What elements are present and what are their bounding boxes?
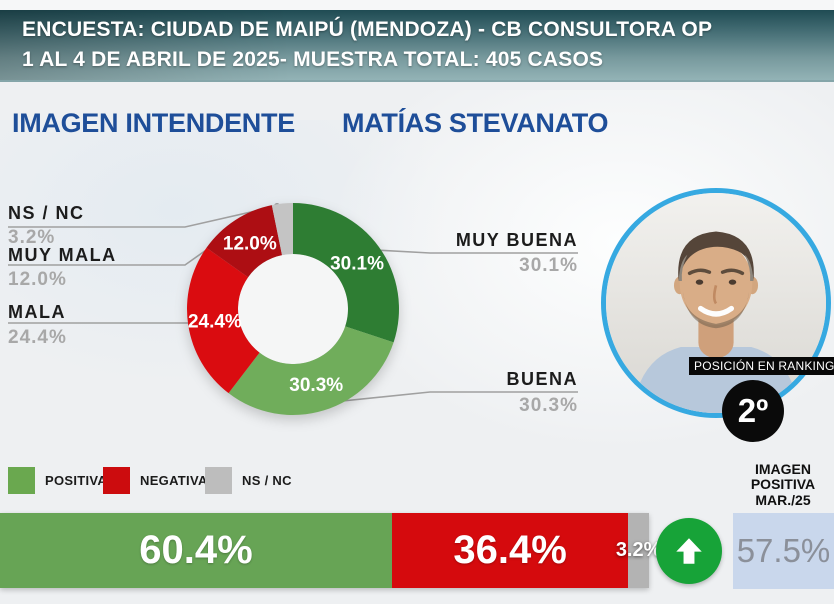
donut-slice-ns-nc (271, 203, 293, 256)
legend-label-ns-nc: NS / NC (242, 473, 292, 488)
stacked-bar-chart: 60.4% 36.4% 3.2% (0, 513, 661, 588)
ranking-band: POSICIÓN EN RANKING (689, 357, 834, 375)
donut-slice-label: 24.4% (188, 312, 242, 333)
reference-caption-line: POSITIVA (750, 476, 816, 493)
bar-segment-ns-nc: 3.2% (616, 513, 661, 588)
donut-chart: 30.1% 30.3% 24.4% 12.0% (187, 203, 399, 415)
bar-segment-label: 36.4% (453, 528, 567, 572)
donut-slice-mala (187, 247, 260, 394)
bar-segment-negativa: 36.4% (391, 513, 629, 588)
callout-mala-label: MALA (8, 302, 66, 322)
top-strip (0, 0, 834, 10)
up-arrow-glyph (676, 538, 702, 564)
reference-caption-line: IMAGEN (755, 461, 811, 477)
callout-muy-buena-label: MUY BUENA (455, 230, 578, 250)
header-line-1: ENCUESTA: CIUDAD DE MAIPÚ (MENDOZA) - CB… (22, 18, 713, 41)
callout-buena-value: 30.3% (519, 395, 578, 416)
legend-swatch-positiva (8, 467, 35, 494)
donut-slice-label: 30.3% (289, 375, 343, 396)
callout-ns-nc-label: NS / NC (8, 203, 85, 223)
reference-value-box: 57.5% (733, 513, 834, 589)
portrait-avatar (606, 193, 826, 413)
bar-segment-positiva: 60.4% (0, 513, 392, 588)
reference-caption: IMAGEN POSITIVA MAR./25 (731, 461, 834, 508)
legend-label-negativa: NEGATIVA (140, 473, 208, 488)
legend-swatch-negativa (103, 467, 130, 494)
legend-swatch-ns-nc (205, 467, 232, 494)
subject-name: MATÍAS STEVANATO (342, 108, 609, 138)
trend-up-icon (656, 518, 722, 584)
donut-slice-muy-buena (293, 203, 399, 343)
callout-muy-mala-label: MUY MALA (8, 245, 117, 265)
callout-buena-label: BUENA (506, 369, 578, 389)
donut-slice-label: 12.0% (223, 233, 277, 254)
header-line-2: 1 AL 4 DE ABRIL DE 2025- MUESTRA TOTAL: … (22, 48, 604, 71)
callout-mala-value: 24.4% (8, 327, 67, 348)
header-banner: ENCUESTA: CIUDAD DE MAIPÚ (MENDOZA) - CB… (0, 10, 834, 82)
page-title: IMAGEN INTENDENTE (12, 108, 295, 138)
portrait-photo (601, 188, 831, 418)
donut-hole (238, 254, 348, 364)
donut-slice-muy-mala (206, 205, 283, 278)
donut-slice-buena (228, 326, 394, 415)
callout-muy-buena-value: 30.1% (519, 255, 578, 276)
donut-slice-label: 30.1% (330, 253, 384, 274)
legend-label-positiva: POSITIVA (45, 473, 108, 488)
ranking-position-badge: 2º (722, 380, 784, 442)
callout-muy-mala-value: 12.0% (8, 269, 67, 290)
bar-segment-label: 3.2% (615, 539, 662, 561)
reference-caption-line: MAR./25 (755, 491, 811, 508)
bar-segment-label: 60.4% (139, 528, 253, 572)
callout-ns-nc-value: 3.2% (8, 227, 56, 248)
